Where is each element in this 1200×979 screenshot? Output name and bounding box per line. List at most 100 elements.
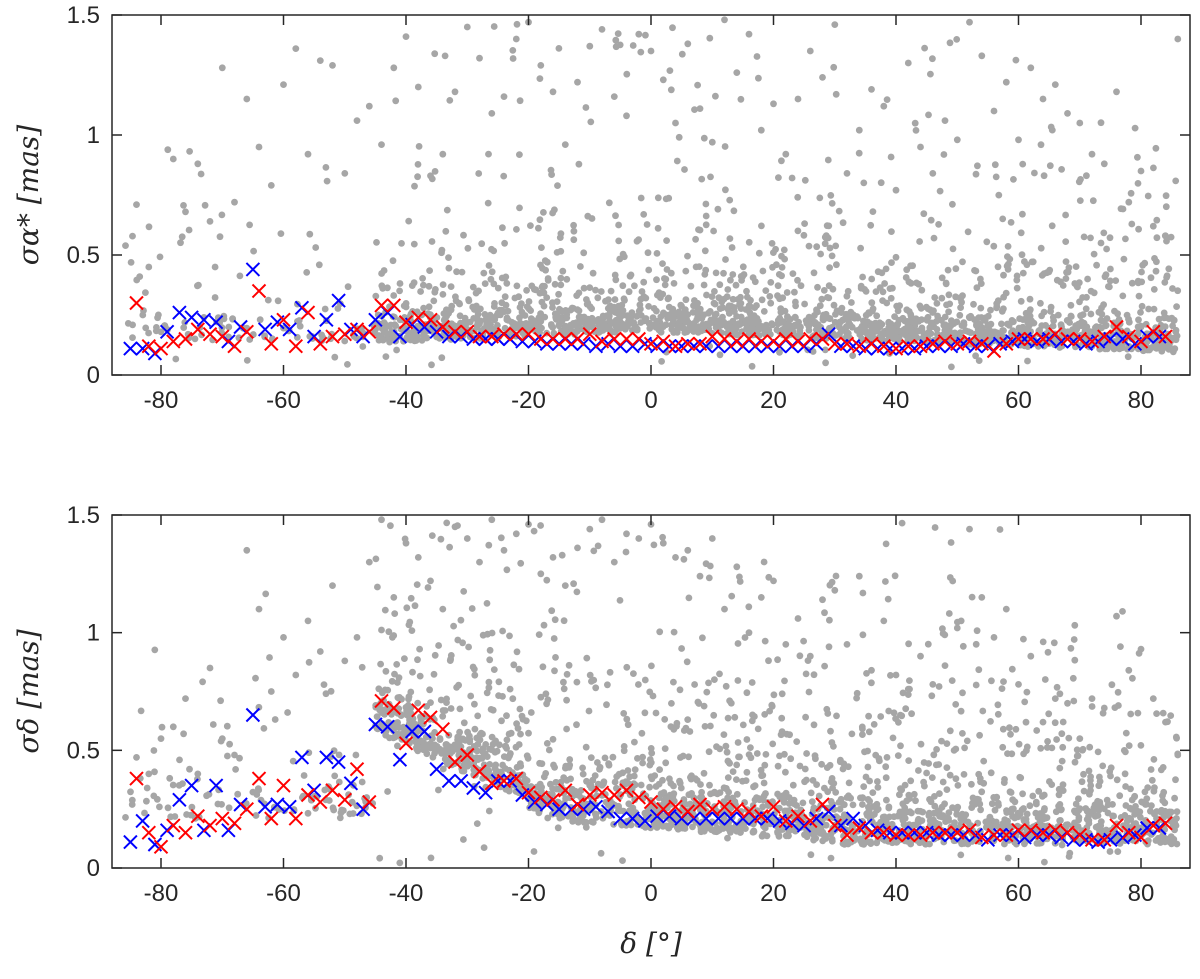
gray-dot [734,677,742,684]
gray-dot [460,836,467,843]
gray-dot [373,713,381,720]
gray-dot [1058,841,1066,849]
gray-dot [670,628,678,636]
gray-dot [964,818,972,826]
gray-dot [274,297,282,305]
red-cross-marker [705,329,720,344]
gray-dot [685,753,692,761]
gray-dot [306,230,314,238]
gray-dot [667,779,675,787]
gray-dot [1143,795,1151,802]
gray-dot [930,809,938,817]
gray-dot [791,313,799,321]
gray-dot [906,325,914,333]
gray-dot [868,666,875,674]
red-cross-marker [496,773,512,789]
gray-dot [673,157,681,165]
gray-dot [724,286,732,293]
gray-dot [975,770,983,778]
gray-dot [499,761,506,769]
gray-dot [605,199,613,207]
gray-dot [678,50,686,58]
gray-dot [1153,258,1160,266]
gray-dot [1041,814,1049,822]
gray-dot [646,783,653,791]
gray-dot [1099,709,1107,717]
gray-dot [770,100,777,108]
gray-dot [1023,810,1031,818]
red-cross-marker [411,703,426,718]
gray-dot [1094,812,1102,819]
gray-dot [883,796,890,804]
gray-dot [378,270,385,277]
gray-dot [711,288,718,295]
gray-dot [768,320,776,328]
gray-dot [1172,177,1180,185]
red-cross-marker [166,334,181,349]
gray-dot [827,854,835,862]
gray-dot [843,323,850,330]
gray-dot [243,357,251,364]
gray-dot [1079,746,1086,754]
gray-dot [829,784,836,792]
gray-dot [334,305,342,312]
red-cross-marker [509,326,524,342]
gray-dot [698,788,705,796]
gray-dot [943,764,951,771]
gray-dot [1100,805,1108,813]
red-cross-marker [717,799,732,815]
gray-dot [1062,275,1070,282]
gray-dot [1106,768,1114,775]
gray-dot [359,343,367,350]
gray-dot [913,279,920,287]
blue-cross-marker [392,329,408,344]
gray-dot [614,30,622,37]
gray-dot [169,723,177,731]
gray-dot [823,764,831,771]
gray-dot [710,317,717,324]
blue-cross-marker [257,799,273,815]
gray-dot [899,817,907,824]
gray-dot [476,54,483,62]
gray-dot [442,741,450,748]
gray-dot [549,88,557,96]
gray-dot [218,64,226,72]
gray-dot [1105,283,1112,290]
gray-dot [974,162,981,170]
gray-dot [1120,822,1127,830]
gray-dot [424,584,432,591]
gray-dot [969,799,976,807]
gray-dot [806,652,814,660]
gray-dot [626,807,634,814]
gray-dot [246,221,254,229]
gray-dot [1150,286,1158,293]
gray-dot [571,330,578,338]
gray-dot [762,790,769,797]
gray-dot [729,271,737,278]
gray-dot [380,319,388,327]
gray-dot [536,780,544,788]
gray-dot [590,547,598,555]
gray-dot [127,788,134,796]
gray-dot [977,304,985,312]
gray-dot [635,681,642,688]
gray-dot [931,793,938,800]
red-cross-marker [594,785,610,800]
gray-dot [1022,718,1030,726]
gray-dot [402,33,410,40]
gray-dot [951,819,958,827]
gray-dot [853,689,861,697]
gray-dot [938,737,945,745]
gray-dot [956,311,964,319]
gray-dot [1083,807,1091,814]
gray-dot [821,346,829,354]
red-cross-marker [1060,825,1075,840]
gray-dot [659,539,667,547]
gray-dot [887,672,894,679]
gray-dot [716,305,724,312]
gray-dot [414,554,422,561]
gray-dot [582,819,590,826]
gray-dot [563,696,570,704]
gray-dot [1153,234,1161,242]
red-cross-marker [129,295,144,311]
